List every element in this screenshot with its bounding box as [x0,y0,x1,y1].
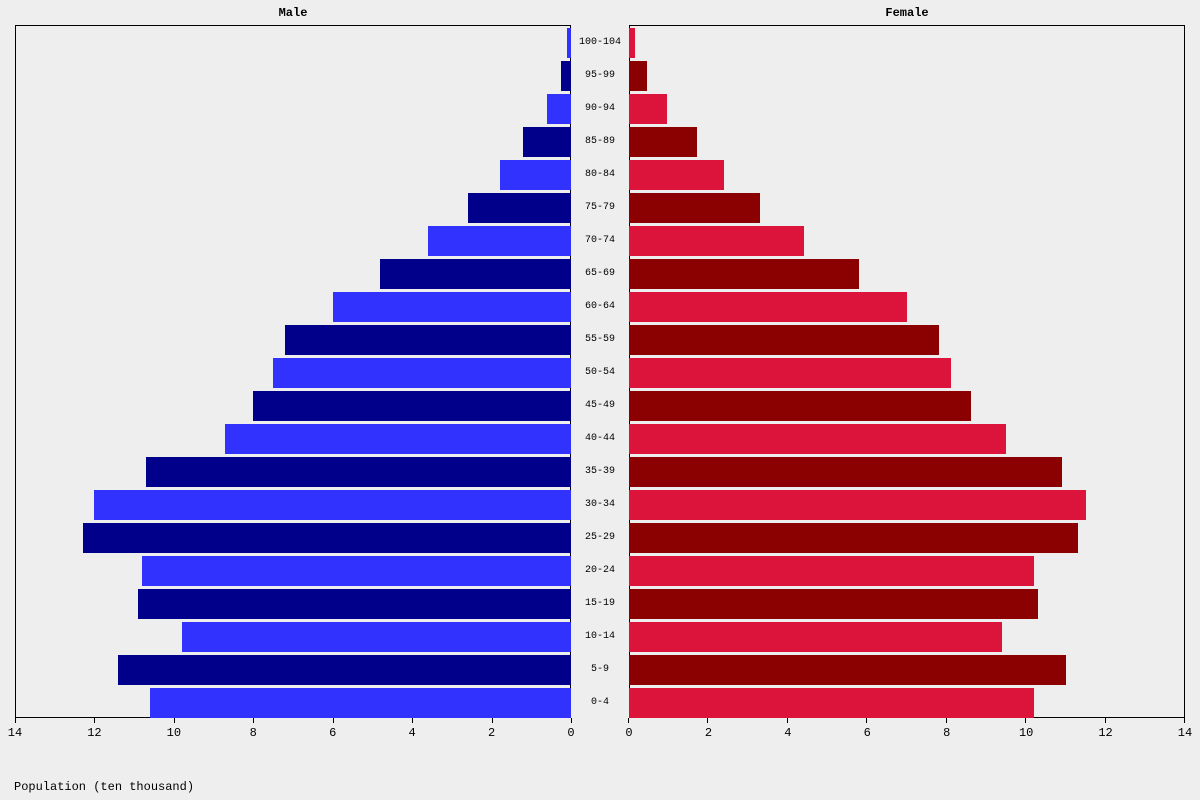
age-label: 90-94 [570,103,630,114]
age-label: 55-59 [570,334,630,345]
tick-mark [1105,718,1106,723]
male-bar [285,325,571,355]
tick-label: 8 [932,726,962,740]
female-bar [629,160,724,190]
tick-label: 0 [556,726,586,740]
age-label: 95-99 [570,70,630,81]
age-label: 35-39 [570,466,630,477]
tick-mark [628,718,629,723]
male-bar [253,391,571,421]
male-bar [94,490,571,520]
tick-mark [492,718,493,723]
female-bar [629,523,1078,553]
female-bar [629,391,971,421]
female-bar [629,589,1038,619]
tick-label: 0 [614,726,644,740]
female-bar [629,457,1062,487]
female-bar [629,358,951,388]
age-label: 10-14 [570,631,630,642]
male-bar [225,424,571,454]
tick-mark [946,718,947,723]
male-bar [83,523,571,553]
tick-label: 4 [773,726,803,740]
male-bar [468,193,571,223]
female-title: Female [857,6,957,20]
tick-mark [412,718,413,723]
female-bar [629,490,1086,520]
tick-mark [174,718,175,723]
male-bar [118,655,571,685]
tick-label: 6 [852,726,882,740]
female-bar [629,226,804,256]
female-bar [629,259,859,289]
age-label: 80-84 [570,169,630,180]
tick-mark [94,718,95,723]
male-bar [500,160,571,190]
male-bar [428,226,571,256]
female-bar [629,424,1006,454]
female-bar [629,655,1066,685]
age-label: 45-49 [570,400,630,411]
male-bar [273,358,571,388]
tick-mark [787,718,788,723]
age-label: 70-74 [570,235,630,246]
female-bar [629,193,760,223]
tick-mark [1184,718,1185,723]
male-title: Male [243,6,343,20]
female-bar [629,61,647,91]
tick-label: 8 [238,726,268,740]
tick-label: 4 [397,726,427,740]
age-label: 20-24 [570,565,630,576]
male-bar [142,556,571,586]
age-label: 0-4 [570,697,630,708]
tick-label: 14 [1170,726,1200,740]
tick-label: 12 [1091,726,1121,740]
tick-mark [866,718,867,723]
tick-label: 2 [477,726,507,740]
female-bar [629,556,1034,586]
age-label: 25-29 [570,532,630,543]
female-bar [629,292,907,322]
tick-mark [571,718,572,723]
age-label: 5-9 [570,664,630,675]
tick-label: 10 [159,726,189,740]
footer-label: Population (ten thousand) [14,780,194,794]
age-label: 100-104 [570,37,630,48]
tick-label: 6 [318,726,348,740]
male-bar [380,259,571,289]
age-label: 30-34 [570,499,630,510]
page-root: Male Female 100-104 95-99 90-94 85-89 80-84 7… [0,0,1200,800]
age-label: 65-69 [570,268,630,279]
male-bar [146,457,571,487]
age-label: 75-79 [570,202,630,213]
tick-mark [253,718,254,723]
tick-label: 12 [79,726,109,740]
male-bar [150,688,571,718]
tick-label: 14 [0,726,30,740]
male-bar [333,292,571,322]
tick-mark [15,718,16,723]
age-label: 60-64 [570,301,630,312]
female-bar [629,688,1034,718]
male-bar [547,94,571,124]
female-bar [629,622,1002,652]
age-label: 40-44 [570,433,630,444]
male-bar [138,589,571,619]
tick-mark [333,718,334,723]
age-label: 50-54 [570,367,630,378]
age-label: 85-89 [570,136,630,147]
tick-mark [1025,718,1026,723]
tick-label: 10 [1011,726,1041,740]
male-bar [523,127,571,157]
female-bar [629,127,697,157]
tick-mark [707,718,708,723]
female-bar [629,94,667,124]
male-bar [182,622,571,652]
female-bar [629,325,939,355]
tick-label: 2 [693,726,723,740]
age-label: 15-19 [570,598,630,609]
